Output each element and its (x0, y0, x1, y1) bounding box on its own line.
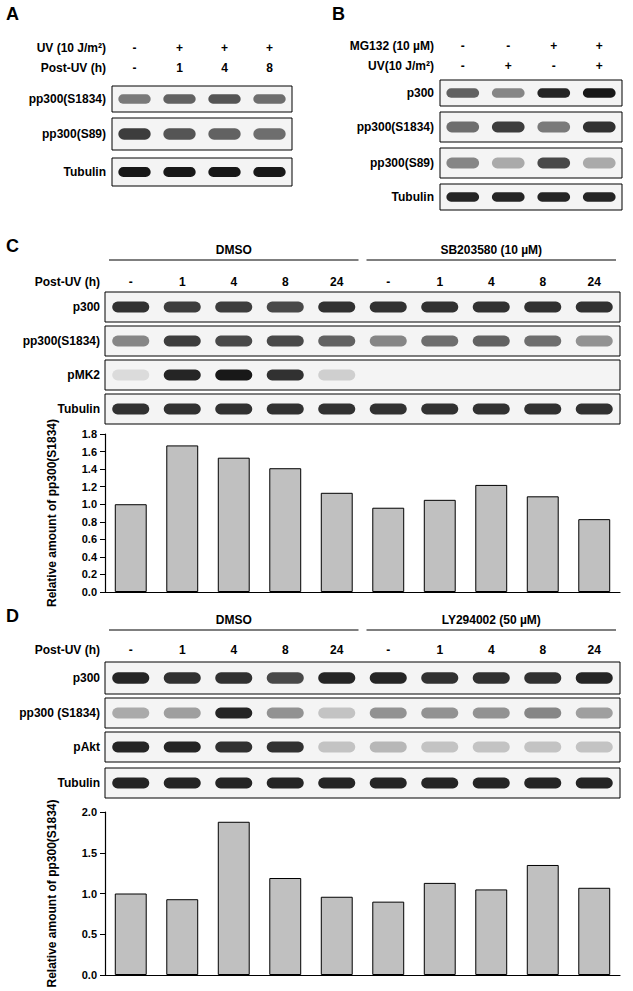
svg-text:8: 8 (282, 275, 289, 289)
svg-text:+: + (176, 41, 183, 55)
svg-text:8: 8 (282, 643, 289, 657)
svg-text:+: + (221, 41, 228, 55)
svg-text:24: 24 (588, 643, 602, 657)
svg-text:4: 4 (488, 275, 495, 289)
svg-text:Relative amount of pp300(S1834: Relative amount of pp300(S1834) (45, 799, 59, 987)
svg-text:24: 24 (330, 643, 344, 657)
svg-text:DMSO: DMSO (216, 243, 252, 257)
svg-text:LY294002 (50 µM): LY294002 (50 µM) (442, 613, 541, 627)
svg-text:1.8: 1.8 (82, 428, 97, 440)
svg-text:24: 24 (330, 275, 344, 289)
svg-text:A: A (6, 4, 19, 24)
svg-text:UV(10 J/m²): UV(10 J/m²) (368, 59, 434, 73)
svg-text:p300: p300 (73, 300, 101, 314)
svg-text:pp300(S1834): pp300(S1834) (357, 120, 434, 134)
svg-text:Post-UV (h): Post-UV (h) (35, 275, 100, 289)
svg-text:4: 4 (221, 61, 228, 75)
svg-text:C: C (6, 236, 19, 256)
svg-text:Tubulin: Tubulin (58, 776, 100, 790)
svg-text:4: 4 (230, 275, 237, 289)
svg-text:SB203580 (10 µM): SB203580 (10 µM) (440, 243, 542, 257)
svg-text:D: D (6, 606, 19, 626)
svg-text:Relative amount of pp300(S1834: Relative amount of pp300(S1834) (45, 419, 59, 607)
svg-text:-: - (129, 643, 133, 657)
svg-text:pAkt: pAkt (73, 740, 100, 754)
svg-text:pp300(S1834): pp300(S1834) (29, 92, 106, 106)
svg-text:1: 1 (436, 275, 443, 289)
svg-text:1.0: 1.0 (82, 498, 97, 510)
svg-text:-: - (386, 643, 390, 657)
svg-text:1.4: 1.4 (82, 463, 98, 475)
svg-text:+: + (596, 39, 603, 53)
svg-text:1: 1 (179, 275, 186, 289)
svg-text:0.8: 0.8 (82, 516, 97, 528)
svg-text:0.5: 0.5 (82, 928, 97, 940)
svg-text:pMK2: pMK2 (67, 368, 100, 382)
svg-text:2.0: 2.0 (82, 806, 97, 818)
svg-text:+: + (505, 59, 512, 73)
svg-text:pp300(S89): pp300(S89) (370, 156, 434, 170)
svg-text:Post-UV (h): Post-UV (h) (41, 61, 106, 75)
svg-text:1.0: 1.0 (82, 888, 97, 900)
svg-text:Tubulin: Tubulin (58, 402, 100, 416)
svg-text:B: B (332, 4, 345, 24)
svg-text:-: - (506, 39, 510, 53)
svg-text:1.2: 1.2 (82, 481, 97, 493)
svg-text:+: + (266, 41, 273, 55)
svg-text:+: + (550, 39, 557, 53)
svg-text:MG132 (10 µM): MG132 (10 µM) (350, 39, 434, 53)
svg-text:0.0: 0.0 (82, 969, 97, 981)
svg-text:0.2: 0.2 (82, 568, 97, 580)
svg-text:Tubulin: Tubulin (392, 190, 434, 204)
svg-text:0.0: 0.0 (82, 586, 97, 598)
svg-text:-: - (133, 61, 137, 75)
svg-text:8: 8 (266, 61, 273, 75)
svg-text:pp300 (S1834): pp300 (S1834) (19, 706, 100, 720)
svg-text:-: - (461, 39, 465, 53)
svg-text:p300: p300 (407, 86, 435, 100)
svg-text:24: 24 (588, 275, 602, 289)
svg-text:1: 1 (179, 643, 186, 657)
svg-text:1.5: 1.5 (82, 847, 97, 859)
svg-text:4: 4 (488, 643, 495, 657)
svg-text:1: 1 (436, 643, 443, 657)
svg-text:4: 4 (230, 643, 237, 657)
svg-text:UV (10 J/m²): UV (10 J/m²) (37, 41, 106, 55)
svg-text:1.6: 1.6 (82, 446, 97, 458)
svg-text:-: - (552, 59, 556, 73)
svg-text:1: 1 (176, 61, 183, 75)
svg-text:pp300(S89): pp300(S89) (42, 127, 106, 141)
svg-text:0.6: 0.6 (82, 533, 97, 545)
svg-text:8: 8 (539, 643, 546, 657)
svg-text:DMSO: DMSO (216, 613, 252, 627)
svg-text:-: - (386, 275, 390, 289)
svg-text:p300: p300 (73, 671, 101, 685)
svg-text:-: - (461, 59, 465, 73)
svg-text:pp300(S1834): pp300(S1834) (23, 334, 100, 348)
svg-text:Tubulin: Tubulin (64, 165, 106, 179)
svg-text:-: - (129, 275, 133, 289)
svg-text:0.4: 0.4 (82, 551, 98, 563)
svg-text:-: - (133, 41, 137, 55)
svg-text:Post-UV (h): Post-UV (h) (35, 643, 100, 657)
svg-text:+: + (596, 59, 603, 73)
svg-text:8: 8 (539, 275, 546, 289)
